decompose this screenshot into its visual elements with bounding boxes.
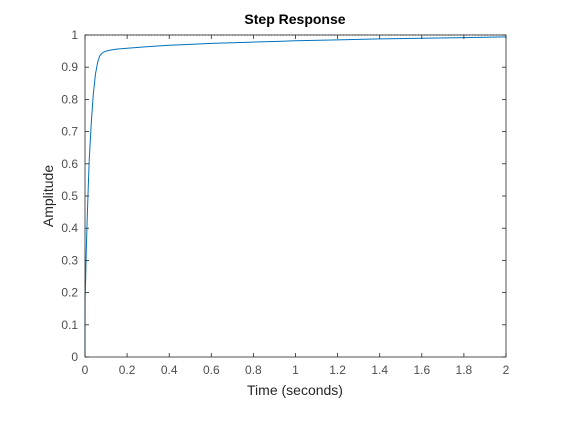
x-tick-label: 0.2 bbox=[119, 363, 136, 377]
x-tick-label: 0.4 bbox=[161, 363, 178, 377]
x-tick-label: 1.6 bbox=[413, 363, 430, 377]
y-tick-label: 0.9 bbox=[61, 60, 78, 74]
x-tick-label: 1.2 bbox=[329, 363, 346, 377]
plot-area bbox=[85, 35, 506, 357]
x-tick-label: 1.4 bbox=[371, 363, 388, 377]
y-tick-label: 0.5 bbox=[61, 189, 78, 203]
y-tick-label: 0 bbox=[71, 350, 78, 364]
y-tick-label: 0.2 bbox=[61, 286, 78, 300]
step-response-line bbox=[84, 36, 507, 358]
x-tick-label: 0.6 bbox=[203, 363, 220, 377]
y-tick-label: 1 bbox=[71, 28, 78, 42]
x-tick-label: 2 bbox=[503, 363, 510, 377]
y-tick-label: 0.3 bbox=[61, 253, 78, 267]
x-axis-label: Time (seconds) bbox=[247, 382, 343, 398]
y-tick-label: 0.4 bbox=[61, 221, 78, 235]
chart-title: Step Response bbox=[244, 11, 345, 27]
y-tick-label: 0.8 bbox=[61, 92, 78, 106]
y-tick-label: 0.1 bbox=[61, 318, 78, 332]
y-axis-label: Amplitude bbox=[40, 165, 56, 227]
x-tick-label: 0 bbox=[82, 363, 89, 377]
y-tick-label: 0.6 bbox=[61, 157, 78, 171]
y-axis-ticks: 0 0.1 0.2 0.3 0.4 0.5 0.6 0.7 0.8 0.9 1 bbox=[61, 28, 506, 364]
x-axis-ticks: 0 0.2 0.4 0.6 0.8 1 1.2 1.4 1.6 1.8 2 bbox=[82, 35, 510, 377]
x-tick-label: 0.8 bbox=[245, 363, 262, 377]
y-tick-label: 0.7 bbox=[61, 125, 78, 139]
x-tick-label: 1 bbox=[292, 363, 299, 377]
x-tick-label: 1.8 bbox=[456, 363, 473, 377]
